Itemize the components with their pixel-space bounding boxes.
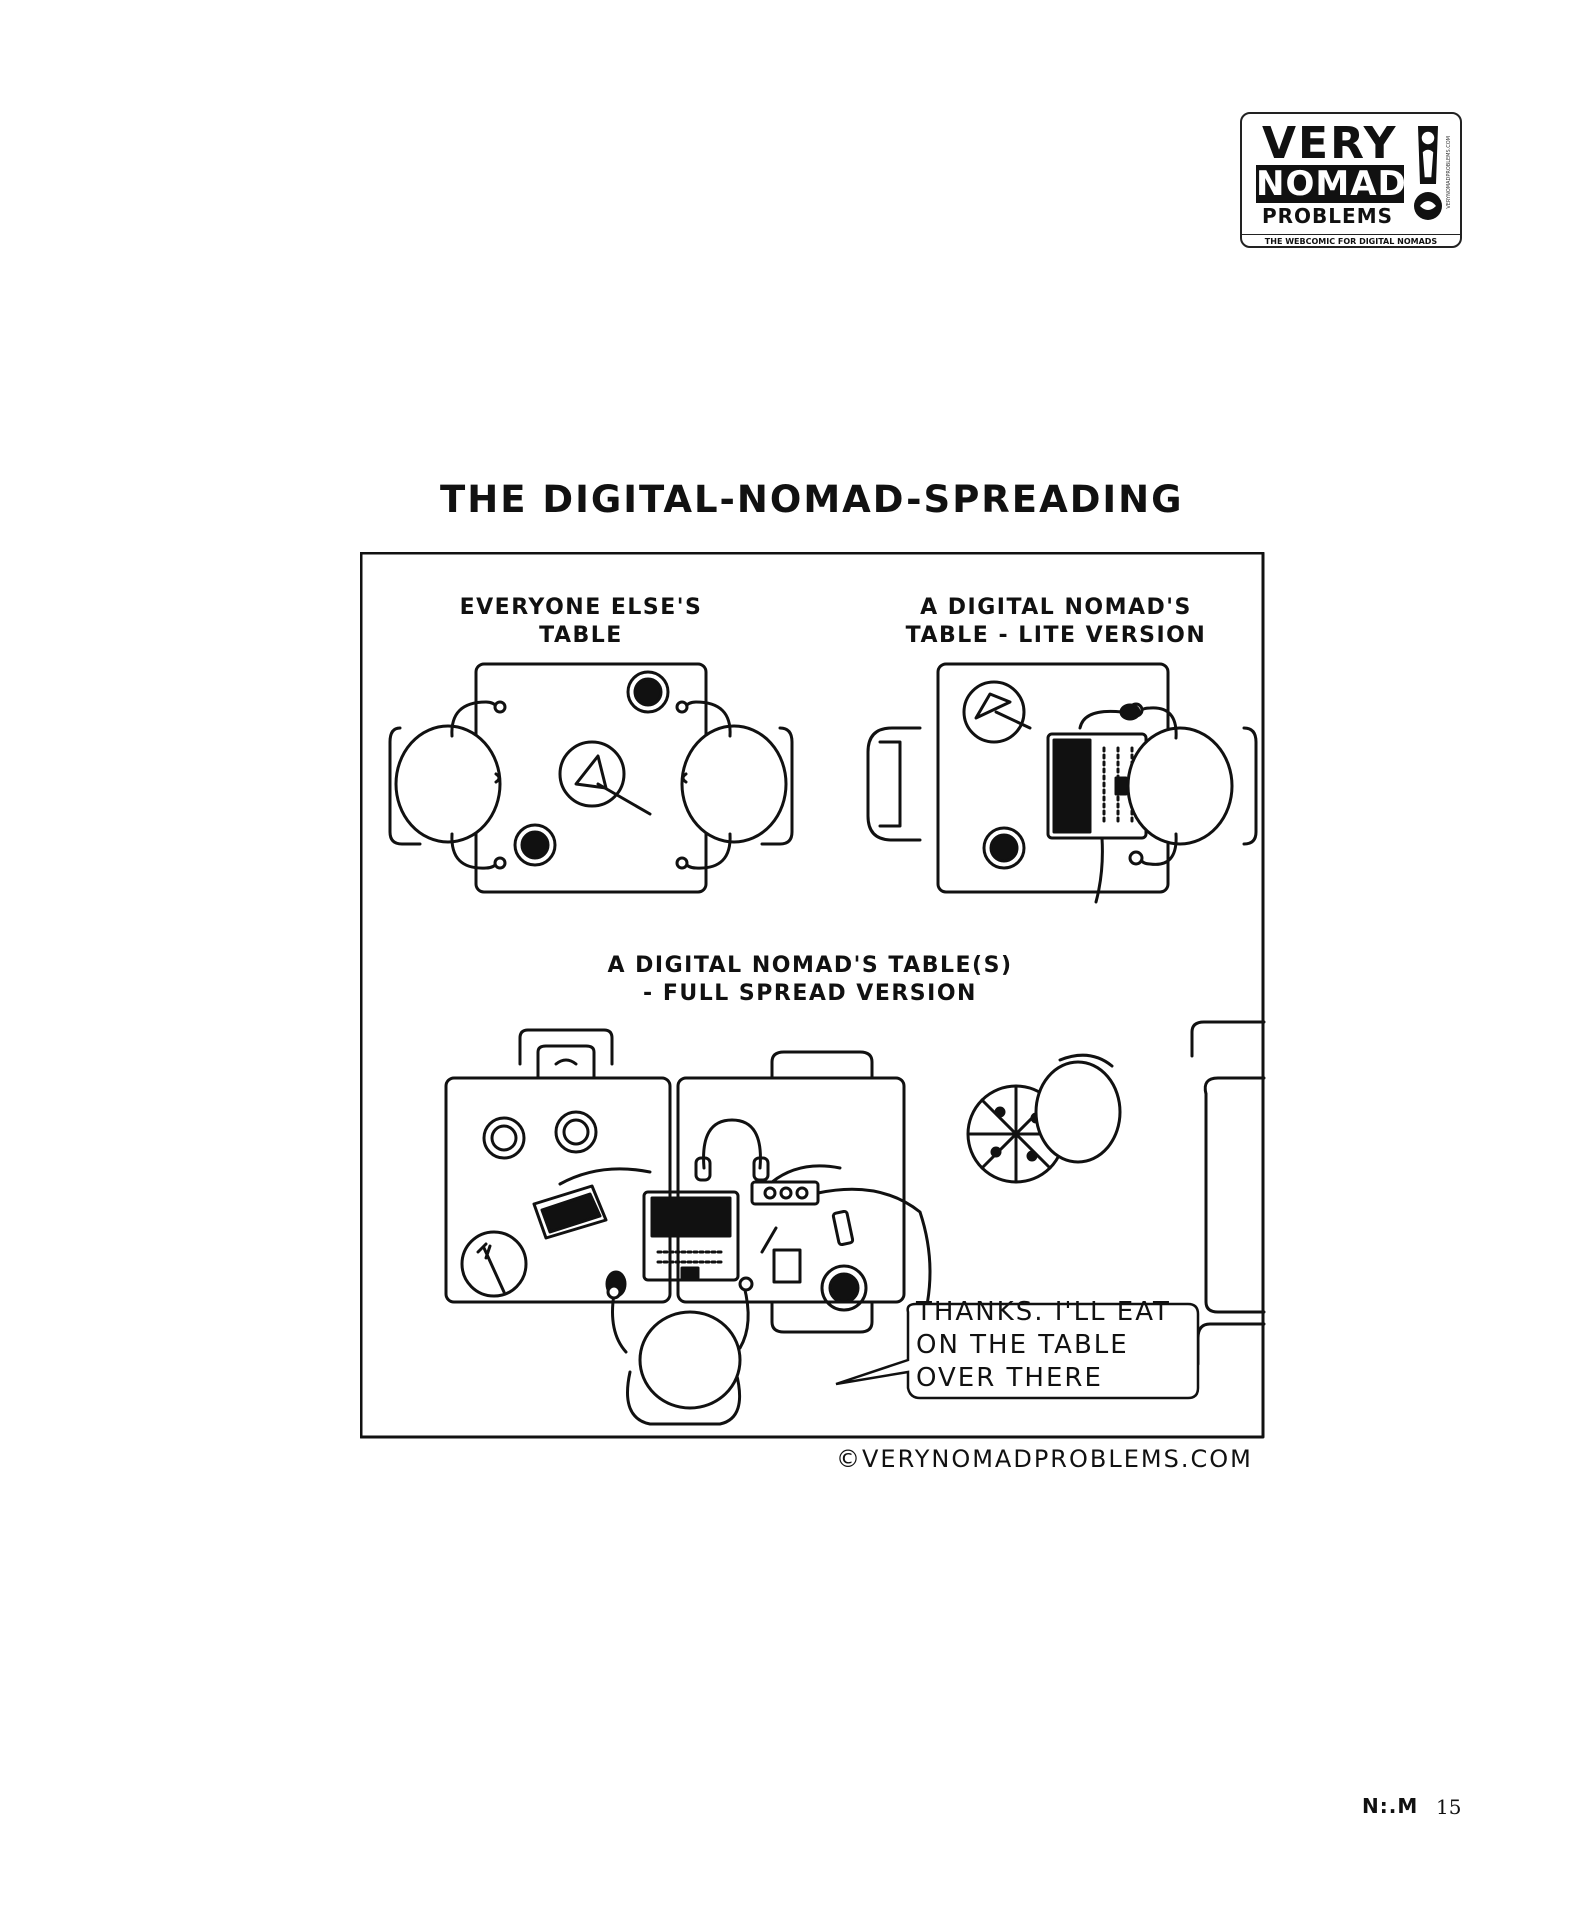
speech-bubble-text: THANKS. I'LL EAT ON THE TABLE OVER THERE xyxy=(916,1296,1206,1395)
nomad-lite-table-illustration xyxy=(866,662,1258,904)
panel1-label-line2: TABLE xyxy=(539,623,623,648)
bubble-line1: THANKS. I'LL EAT xyxy=(916,1297,1171,1327)
panel3-label: A DIGITAL NOMAD'S TABLE(S) - FULL SPREAD… xyxy=(580,952,1040,1008)
brand-logo: VERY NOMAD PROBLEMS VERYNOMADPROBLEMS.CO… xyxy=(1240,112,1462,248)
panel3-label-line2: - FULL SPREAD VERSION xyxy=(643,981,977,1006)
panel2-label-line1: A DIGITAL NOMAD'S xyxy=(920,595,1192,620)
page-number: 15 xyxy=(1436,1795,1462,1819)
speech-bubble xyxy=(835,1302,1200,1400)
logo-line-problems: PROBLEMS xyxy=(1262,204,1394,228)
logo-line-very: VERY xyxy=(1262,118,1398,169)
panel2-label: A DIGITAL NOMAD'S TABLE - LITE VERSION xyxy=(886,594,1226,650)
copyright-notice: ©VERYNOMADPROBLEMS.COM xyxy=(836,1445,1253,1473)
exclamation-figure-icon xyxy=(1414,126,1442,220)
bubble-line3: OVER THERE xyxy=(916,1363,1103,1393)
bubble-line2: ON THE TABLE xyxy=(916,1330,1129,1360)
logo-tagline: THE WEBCOMIC FOR DIGITAL NOMADS xyxy=(1242,234,1460,246)
everyone-else-table-illustration xyxy=(388,662,794,894)
panel1-label-line1: EVERYONE ELSE'S xyxy=(459,595,703,620)
panel2-label-line2: TABLE - LITE VERSION xyxy=(905,623,1207,648)
comic-title: THE DIGITAL-NOMAD-SPREADING xyxy=(440,478,1184,521)
publisher-mark: N:.M xyxy=(1362,1794,1419,1818)
comic-panel xyxy=(360,552,1266,1439)
panel3-label-line1: A DIGITAL NOMAD'S TABLE(S) xyxy=(607,953,1013,978)
logo-vertical-url: VERYNOMADPROBLEMS.COM xyxy=(1446,136,1452,209)
panel1-label: EVERYONE ELSE'S TABLE xyxy=(436,594,726,650)
nomad-full-spread-illustration xyxy=(444,1020,1266,1426)
logo-line-nomad: NOMAD xyxy=(1256,164,1407,204)
